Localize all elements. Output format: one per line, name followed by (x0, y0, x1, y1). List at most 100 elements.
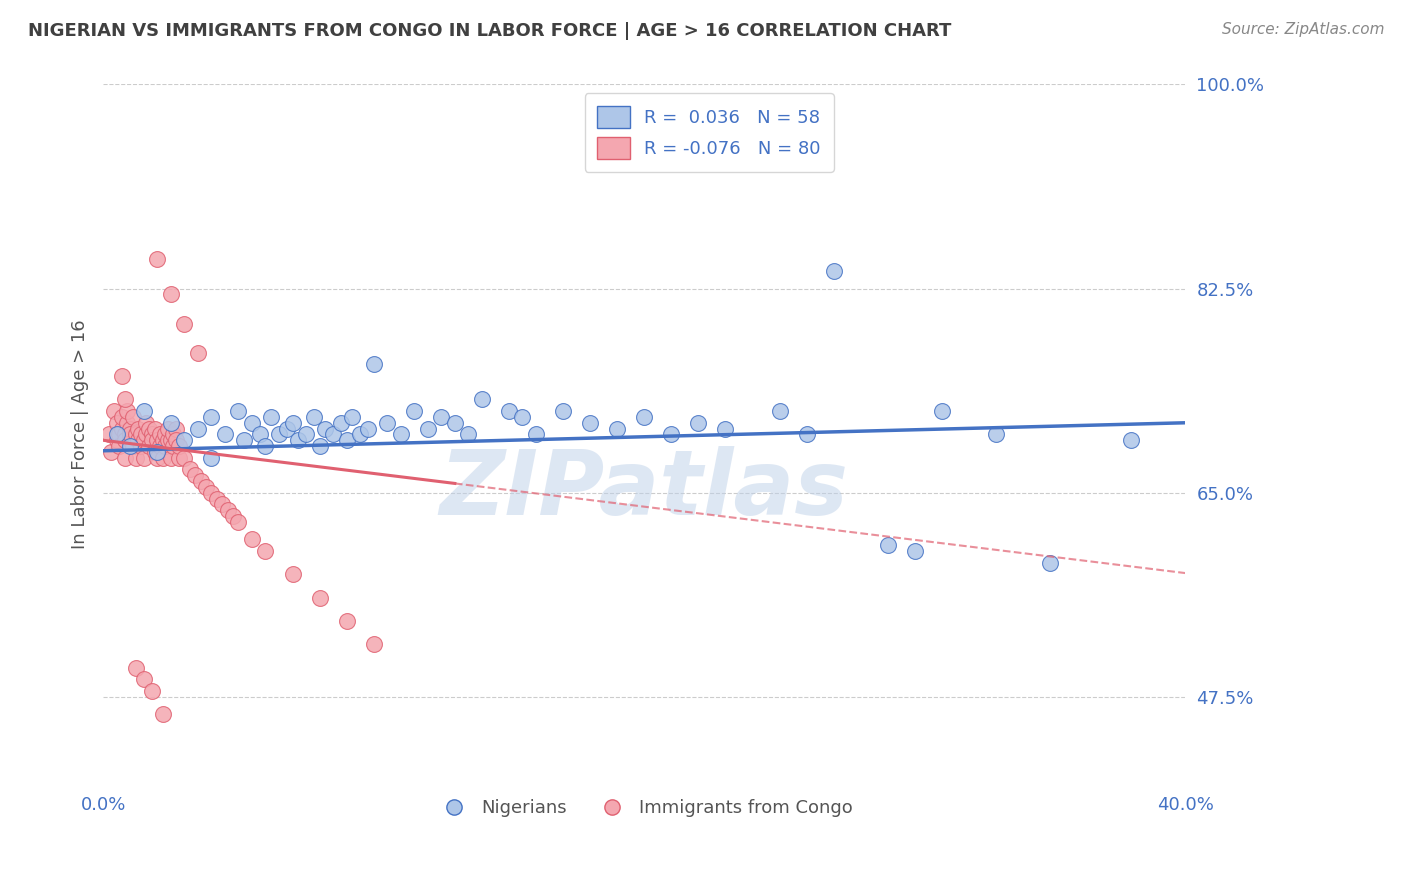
Point (146, 252, 169, 267)
Point (132, 404, 155, 418)
Point (302, 409, 325, 424)
Point (363, 637, 385, 651)
Point (276, 421, 298, 435)
Point (633, 409, 655, 424)
Point (904, 544, 927, 558)
Point (152, 707, 174, 722)
Point (249, 427, 271, 442)
Point (103, 404, 125, 418)
Point (363, 358, 385, 372)
Point (211, 498, 233, 512)
Point (135, 427, 157, 442)
Point (187, 421, 209, 435)
Point (200, 409, 222, 424)
Point (184, 468, 207, 483)
Point (688, 416, 710, 430)
Point (129, 427, 152, 442)
Point (375, 416, 398, 430)
Point (132, 434, 155, 448)
Point (146, 434, 169, 448)
Point (138, 439, 160, 453)
Point (200, 485, 222, 500)
Point (714, 421, 737, 435)
Point (187, 345, 209, 359)
Point (173, 434, 195, 448)
Point (260, 409, 283, 424)
Point (240, 416, 263, 430)
Point (336, 434, 359, 448)
Point (314, 421, 336, 435)
Point (122, 439, 145, 453)
Point (214, 427, 236, 442)
Point (111, 409, 134, 424)
Point (217, 503, 239, 517)
Point (931, 404, 953, 418)
Point (295, 427, 318, 442)
Point (100, 445, 122, 459)
Point (149, 427, 172, 442)
Point (308, 439, 330, 453)
Point (194, 480, 217, 494)
Point (111, 421, 134, 435)
Point (138, 421, 160, 435)
Point (457, 427, 479, 442)
Point (105, 416, 128, 430)
Point (143, 445, 166, 459)
Point (143, 421, 166, 435)
Point (159, 416, 181, 430)
Point (173, 317, 195, 331)
Point (524, 427, 547, 442)
Point (114, 434, 136, 448)
Point (471, 392, 494, 407)
Point (190, 474, 212, 488)
Point (430, 409, 453, 424)
Point (768, 404, 790, 418)
Point (404, 404, 426, 418)
Text: ZIPatlas: ZIPatlas (440, 446, 849, 534)
Point (120, 421, 142, 435)
Point (146, 445, 169, 459)
Legend: Nigerians, Immigrants from Congo: Nigerians, Immigrants from Congo (429, 792, 860, 824)
Point (97, 427, 120, 442)
Point (114, 450, 136, 465)
Point (149, 439, 172, 453)
Point (1039, 556, 1062, 570)
Point (444, 416, 467, 430)
Point (796, 427, 818, 442)
Point (127, 434, 149, 448)
Point (114, 427, 136, 442)
Point (155, 439, 177, 453)
Point (349, 427, 371, 442)
Point (336, 614, 359, 628)
Point (1121, 434, 1143, 448)
Point (165, 421, 187, 435)
Point (135, 416, 157, 430)
Point (155, 427, 177, 442)
Point (512, 409, 534, 424)
Point (132, 673, 155, 687)
Point (124, 661, 146, 675)
Point (200, 450, 222, 465)
Point (240, 533, 263, 547)
Point (606, 421, 628, 435)
Point (159, 450, 181, 465)
Point (141, 434, 163, 448)
Point (254, 544, 277, 558)
Point (162, 427, 184, 442)
Point (165, 434, 187, 448)
Point (322, 427, 344, 442)
Point (659, 427, 682, 442)
Text: Source: ZipAtlas.com: Source: ZipAtlas.com (1222, 22, 1385, 37)
Point (124, 450, 146, 465)
Point (146, 450, 169, 465)
Point (167, 439, 190, 453)
Point (281, 567, 304, 582)
Point (228, 515, 250, 529)
Point (416, 421, 439, 435)
Point (173, 450, 195, 465)
Point (132, 450, 155, 465)
Point (876, 538, 898, 552)
Point (105, 427, 128, 442)
Point (105, 434, 128, 448)
Point (254, 439, 277, 453)
